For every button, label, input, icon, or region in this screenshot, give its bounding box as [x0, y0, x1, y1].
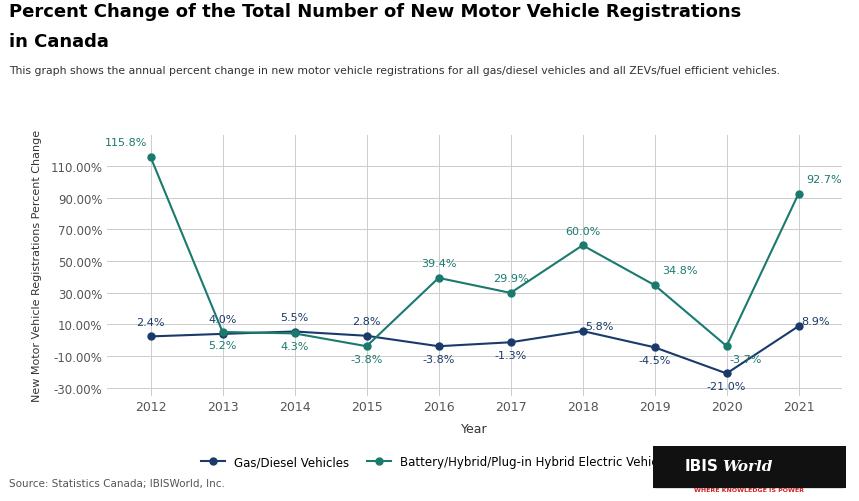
Text: 39.4%: 39.4% [421, 259, 456, 269]
Text: 5.5%: 5.5% [280, 312, 308, 322]
Text: 2.4%: 2.4% [137, 317, 165, 327]
Text: 4.3%: 4.3% [280, 342, 308, 352]
Text: -3.8%: -3.8% [350, 355, 383, 365]
Text: IBIS: IBIS [685, 458, 718, 473]
Y-axis label: New Motor Vehicle Registrations Percent Change: New Motor Vehicle Registrations Percent … [32, 130, 42, 401]
Text: 34.8%: 34.8% [661, 266, 698, 276]
Text: 5.8%: 5.8% [585, 321, 613, 331]
Text: World: World [722, 459, 773, 473]
Text: WHERE KNOWLEDGE IS POWER: WHERE KNOWLEDGE IS POWER [694, 487, 805, 492]
Text: -3.8%: -3.8% [423, 355, 454, 365]
Text: 115.8%: 115.8% [105, 138, 147, 148]
Text: in Canada: in Canada [9, 33, 108, 51]
Text: This graph shows the annual percent change in new motor vehicle registrations fo: This graph shows the annual percent chan… [9, 66, 780, 76]
Text: 60.0%: 60.0% [565, 226, 600, 236]
Text: 2.8%: 2.8% [352, 317, 381, 327]
Legend: Gas/Diesel Vehicles, Battery/Hybrid/Plug-in Hybrid Electric Vehicles: Gas/Diesel Vehicles, Battery/Hybrid/Plug… [197, 451, 679, 473]
Text: -4.5%: -4.5% [638, 356, 671, 366]
Text: Percent Change of the Total Number of New Motor Vehicle Registrations: Percent Change of the Total Number of Ne… [9, 3, 740, 21]
Text: -1.3%: -1.3% [495, 351, 527, 361]
Text: -21.0%: -21.0% [707, 382, 746, 392]
X-axis label: Year: Year [461, 422, 488, 435]
Text: 5.2%: 5.2% [209, 340, 237, 350]
Text: 4.0%: 4.0% [209, 315, 237, 325]
Text: Source: Statistics Canada; IBISWorld, Inc.: Source: Statistics Canada; IBISWorld, In… [9, 478, 224, 488]
FancyBboxPatch shape [647, 446, 852, 487]
Text: 29.9%: 29.9% [493, 274, 528, 284]
Text: -3.7%: -3.7% [730, 354, 762, 364]
Text: 8.9%: 8.9% [801, 317, 830, 327]
Text: 92.7%: 92.7% [806, 174, 842, 184]
